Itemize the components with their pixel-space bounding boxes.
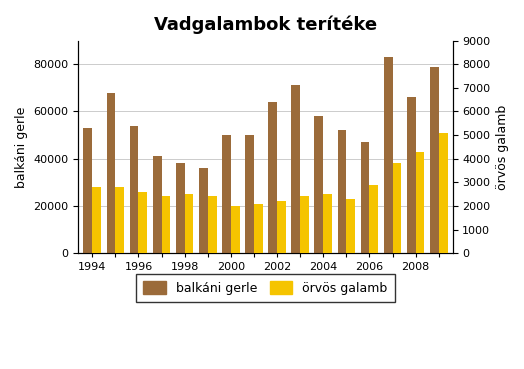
Bar — [323, 194, 332, 253]
Title: Vadgalambok terítéke: Vadgalambok terítéke — [154, 15, 377, 34]
Bar — [222, 135, 231, 253]
Bar — [106, 93, 115, 253]
Bar — [115, 187, 124, 253]
Bar — [208, 196, 216, 253]
Bar — [291, 86, 300, 253]
Y-axis label: örvös galamb: örvös galamb — [496, 104, 509, 190]
Bar — [277, 201, 286, 253]
Bar — [407, 97, 416, 253]
Bar — [430, 66, 439, 253]
Y-axis label: balkáni gerle: balkáni gerle — [15, 106, 28, 187]
Bar — [384, 57, 392, 253]
Bar — [361, 142, 369, 253]
Bar — [300, 196, 309, 253]
Bar — [314, 116, 323, 253]
Bar — [161, 196, 170, 253]
Bar — [254, 204, 263, 253]
Bar — [176, 163, 184, 253]
Bar — [416, 152, 424, 253]
Bar — [337, 130, 346, 253]
Bar — [439, 133, 447, 253]
Bar — [392, 163, 401, 253]
Bar — [245, 135, 254, 253]
Bar — [138, 192, 147, 253]
Bar — [268, 102, 277, 253]
Bar — [369, 184, 378, 253]
Legend: balkáni gerle, örvös galamb: balkáni gerle, örvös galamb — [136, 273, 395, 302]
Bar — [346, 199, 355, 253]
Bar — [184, 194, 193, 253]
Bar — [199, 168, 208, 253]
Bar — [92, 187, 101, 253]
Bar — [153, 156, 161, 253]
Bar — [129, 125, 138, 253]
Bar — [83, 128, 92, 253]
Bar — [231, 206, 239, 253]
